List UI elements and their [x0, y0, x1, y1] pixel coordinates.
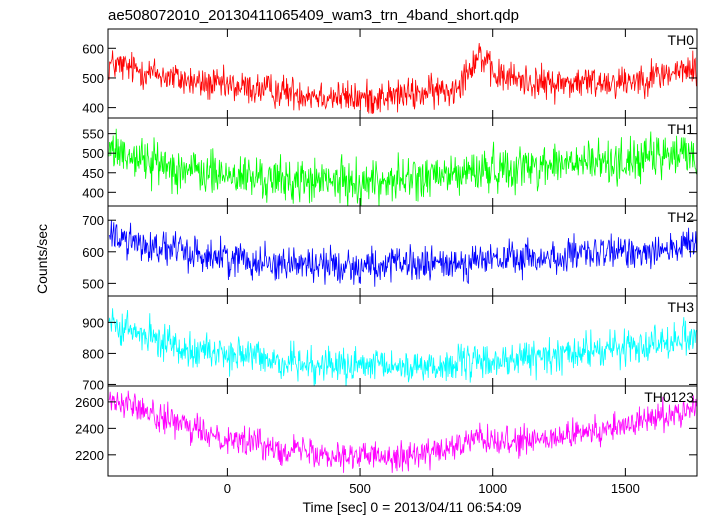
y-tick-label: 2400 — [75, 421, 104, 436]
x-tick-label: 1000 — [478, 481, 507, 496]
panel-frame — [107, 28, 698, 119]
panel-label: TH3 — [668, 299, 695, 315]
y-tick-label: 600 — [82, 41, 104, 56]
series-line-th1 — [108, 128, 697, 206]
y-tick-label: 900 — [82, 315, 104, 330]
series-line-th0123 — [108, 390, 697, 473]
y-tick-label: 700 — [82, 377, 104, 392]
panel-label: TH2 — [668, 209, 695, 225]
x-tick-label: 0 — [224, 481, 231, 496]
panel-label: TH0 — [668, 32, 695, 48]
y-tick-label: 500 — [82, 71, 104, 86]
y-tick-label: 550 — [82, 127, 104, 142]
y-tick-label: 800 — [82, 346, 104, 361]
panel-frame — [107, 295, 698, 387]
panel-th3: 700 800 900 TH3 — [82, 295, 698, 392]
y-tick-label: 500 — [82, 276, 104, 291]
y-tick-label: 700 — [82, 213, 104, 228]
y-tick-label: 2600 — [75, 395, 104, 410]
x-tick-label: 1500 — [611, 481, 640, 496]
chart-title: ae508072010_20130411065409_wam3_trn_4ban… — [108, 7, 519, 24]
series-line-th0 — [108, 42, 697, 114]
y-tick-label: 500 — [82, 146, 104, 161]
y-tick-label: 400 — [82, 185, 104, 200]
y-tick-label: 2200 — [75, 448, 104, 463]
y-axis-title: Counts/sec — [34, 224, 50, 294]
y-tick-label: 450 — [82, 166, 104, 181]
x-tick-label: 500 — [349, 481, 371, 496]
panel-th0123: 2200 2400 2600 TH0123 — [75, 385, 698, 477]
y-tick-label: 400 — [82, 101, 104, 116]
y-tick-label: 600 — [82, 245, 104, 260]
x-axis-labels: 0 500 1000 1500 — [224, 481, 640, 496]
series-line-th2 — [108, 220, 697, 287]
panel-th2: 500 600 700 TH2 — [82, 205, 698, 297]
panel-frame — [107, 385, 698, 477]
panel-label: TH0123 — [644, 389, 694, 405]
panel-label: TH1 — [668, 121, 695, 137]
panel-th0: 400 500 600 TH0 — [82, 28, 698, 119]
x-axis-title: Time [sec] 0 = 2013/04/11 06:54:09 — [302, 499, 521, 515]
panel-th1: 400 450 500 550 TH1 — [82, 117, 698, 207]
series-line-th3 — [108, 308, 697, 386]
panels-group: 400 500 600 TH0 400 450 500 550 TH1 500 600 700 TH2 7… — [75, 28, 698, 477]
